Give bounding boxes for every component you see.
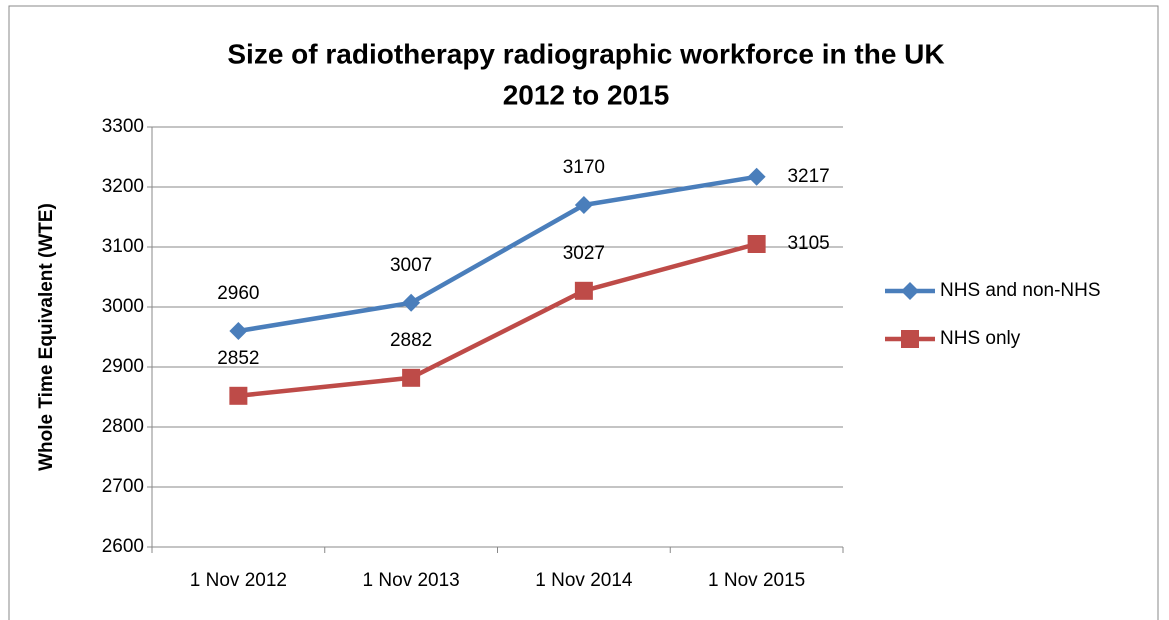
chart-title: 2012 to 2015 xyxy=(503,79,670,110)
y-axis-label: Whole Time Equivalent (WTE) xyxy=(36,203,57,471)
data-label: 3027 xyxy=(563,243,605,264)
x-tick-label: 1 Nov 2013 xyxy=(363,570,460,591)
y-tick-label: 2700 xyxy=(102,476,144,497)
y-tick-label: 3200 xyxy=(102,176,144,197)
y-tick-label: 2600 xyxy=(102,536,144,557)
y-tick-label: 2800 xyxy=(102,416,144,437)
marker xyxy=(402,293,421,312)
y-tick-label: 3100 xyxy=(102,236,144,257)
x-tick-label: 1 Nov 2014 xyxy=(535,570,633,591)
data-label: 2852 xyxy=(217,348,259,369)
x-tick-label: 1 Nov 2012 xyxy=(190,570,287,591)
data-label: 3105 xyxy=(787,233,829,254)
marker xyxy=(229,322,248,340)
legend-marker xyxy=(901,330,919,348)
marker xyxy=(747,167,766,186)
data-label: 3217 xyxy=(787,166,829,187)
marker xyxy=(402,368,421,387)
legend-label: NHS only xyxy=(940,328,1021,349)
legend-marker xyxy=(901,282,919,300)
chart-title: Size of radiotherapy radiographic workfo… xyxy=(227,38,944,69)
marker xyxy=(229,386,248,405)
chart-frame xyxy=(8,5,1159,620)
data-label: 2960 xyxy=(217,283,259,304)
y-tick-label: 3300 xyxy=(102,116,144,137)
y-tick-label: 2900 xyxy=(102,356,144,377)
legend-label: NHS and non-NHS xyxy=(940,280,1101,301)
marker xyxy=(574,281,593,300)
series-line xyxy=(238,174,757,334)
data-label: 3007 xyxy=(390,255,432,276)
marker xyxy=(574,196,593,214)
series-line xyxy=(238,241,758,399)
data-label: 3170 xyxy=(563,157,605,178)
y-tick-label: 3000 xyxy=(102,296,144,317)
marker xyxy=(747,235,766,253)
x-tick-label: 1 Nov 2015 xyxy=(708,570,805,591)
data-label: 2882 xyxy=(390,330,432,351)
